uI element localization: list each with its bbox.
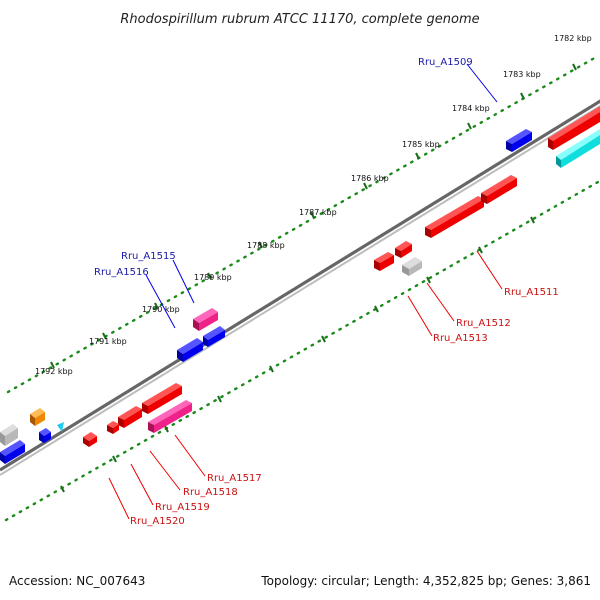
gene-label[interactable]: Rru_A1515 <box>121 251 176 262</box>
gene-rru-a1509[interactable] <box>506 129 532 152</box>
kbp-label: 1789 kbp <box>194 273 232 282</box>
kbp-label: 1788 kbp <box>247 241 285 250</box>
outer-scale-dots <box>6 54 600 394</box>
scale-tick <box>478 246 483 254</box>
gene-label[interactable]: Rru_A1516 <box>94 267 149 278</box>
gene-small-cyan-arrow[interactable] <box>57 422 64 432</box>
scale-tick <box>572 63 577 71</box>
scale-tick <box>310 211 315 219</box>
gene-labels: Rru_A1509 Rru_A1515 Rru_A1516 Rru_A1511 … <box>94 57 559 527</box>
outer-scale-ticks <box>50 63 577 369</box>
gene-rru-a1511[interactable] <box>425 175 517 238</box>
scale-tick <box>520 92 525 100</box>
label-leaders <box>108 63 503 520</box>
gene-orange[interactable] <box>30 408 45 426</box>
kbp-label: 1782 kbp <box>554 34 592 43</box>
kbp-label: 1786 kbp <box>351 174 389 183</box>
gene-label[interactable]: Rru_A1517 <box>207 473 262 484</box>
scale-tick <box>363 182 368 190</box>
kbp-label: 1792 kbp <box>35 367 73 376</box>
kbp-labels: 1782 kbp 1783 kbp 1784 kbp 1785 kbp 1786… <box>35 34 592 376</box>
kbp-label: 1787 kbp <box>299 208 337 217</box>
inner-scale-dots <box>4 180 600 522</box>
leader-rru-a1509 <box>466 63 498 103</box>
gene-label[interactable]: Rru_A1518 <box>183 487 238 498</box>
scale-tick <box>102 332 107 340</box>
leader-rru-a1516 <box>145 274 176 329</box>
outer-scale-ring <box>6 54 600 394</box>
leader-rru-a1519 <box>130 463 154 506</box>
gene-label[interactable]: Rru_A1513 <box>433 333 488 344</box>
scale-tick <box>60 485 65 493</box>
scale-tick <box>374 305 379 313</box>
inner-scale-ticks <box>60 216 535 493</box>
leader-rru-a1512 <box>426 282 455 322</box>
scale-tick <box>426 276 431 284</box>
gene-label[interactable]: Rru_A1519 <box>155 502 210 513</box>
map-title: Rhodospirillum rubrum ATCC 11170, comple… <box>120 12 479 27</box>
leader-rru-a1513 <box>407 295 433 337</box>
scale-tick <box>415 152 420 160</box>
scale-tick <box>321 335 326 343</box>
gene-label[interactable]: Rru_A1520 <box>130 516 185 527</box>
genome-summary-text: Topology: circular; Length: 4,352,825 bp… <box>261 574 591 588</box>
gene-cyan[interactable] <box>556 129 600 168</box>
gene-label[interactable]: Rru_A1511 <box>504 287 559 298</box>
leader-rru-a1511 <box>476 250 503 290</box>
scale-tick <box>217 395 222 403</box>
leader-rru-a1520 <box>108 477 130 520</box>
gene-small-blue[interactable] <box>39 428 51 443</box>
gene-rru-a1519[interactable] <box>107 406 142 434</box>
gene-rru-a1517[interactable] <box>142 383 182 414</box>
scale-tick <box>467 122 472 130</box>
backbone-line-dark <box>0 99 600 472</box>
inner-scale-ring <box>4 180 600 522</box>
gene-rru-a1513[interactable] <box>402 257 422 276</box>
scale-tick <box>207 272 212 280</box>
gene-label[interactable]: Rru_A1512 <box>456 318 511 329</box>
scale-tick <box>50 361 55 369</box>
gene-rru-a1512[interactable] <box>374 241 412 271</box>
gene-rru-a1520[interactable] <box>83 432 97 447</box>
scale-tick <box>269 365 274 373</box>
kbp-label: 1785 kbp <box>402 140 440 149</box>
forward-genes <box>0 106 600 464</box>
genome-backbone <box>0 99 600 476</box>
gene-rru-a1515[interactable] <box>193 308 218 331</box>
kbp-label: 1783 kbp <box>503 70 541 79</box>
gene-red-forward-right[interactable] <box>548 106 600 150</box>
kbp-label: 1790 kbp <box>142 305 180 314</box>
scale-tick <box>258 241 263 249</box>
gene-blue-left[interactable] <box>0 440 25 464</box>
kbp-label: 1784 kbp <box>452 104 490 113</box>
backbone-line-light <box>0 105 600 476</box>
leader-rru-a1515 <box>172 259 195 304</box>
gene-rru-a1518[interactable] <box>148 400 192 433</box>
scale-tick <box>154 302 159 310</box>
gene-rru-a1516[interactable] <box>177 326 225 362</box>
scale-tick <box>164 425 169 433</box>
kbp-label: 1791 kbp <box>89 337 127 346</box>
gene-label[interactable]: Rru_A1509 <box>418 57 473 68</box>
scale-tick <box>112 455 117 463</box>
reverse-genes <box>83 175 517 447</box>
scale-tick <box>530 216 535 224</box>
gene-gray-left[interactable] <box>0 424 18 446</box>
accession-text: Accession: NC_007643 <box>9 574 146 588</box>
leader-rru-a1517 <box>174 434 206 477</box>
leader-rru-a1518 <box>149 450 181 491</box>
